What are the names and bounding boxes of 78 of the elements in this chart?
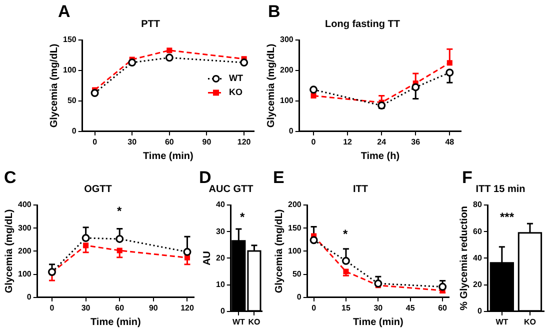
y-tick-label: 300	[280, 35, 294, 44]
x-tick-label: 90	[202, 137, 212, 146]
y-tick-label: 40	[472, 253, 482, 262]
y-tick-label: 100	[288, 246, 302, 256]
y-tick-label: 0	[26, 292, 32, 302]
x-tick-label: 60	[438, 303, 448, 312]
y-tick-label: 0	[72, 126, 77, 136]
chart-title: PTT	[141, 18, 160, 30]
x-tick-label: 0	[92, 137, 98, 146]
legend-label: KO	[229, 87, 242, 98]
chart-title: OGTT	[84, 184, 112, 195]
y-axis-title: Glycemia (mg/dL)	[274, 209, 285, 294]
x-tick-label: 30	[81, 303, 91, 312]
y-tick-label: 200	[288, 200, 302, 210]
y-axis-title: % Glycemia reduction	[458, 206, 470, 310]
y-tick-label: 150	[288, 223, 302, 232]
y-tick-label: 400	[18, 200, 32, 210]
y-tick-label: 60	[472, 226, 482, 236]
x-tick-label: 120	[237, 137, 252, 146]
y-axis-title: AU	[202, 250, 213, 266]
annotation: ***	[500, 210, 514, 224]
annotation: *	[117, 204, 122, 218]
y-tick-label: 50	[67, 96, 77, 106]
x-tick-label: KO	[524, 317, 536, 326]
x-tick-label: 0	[311, 137, 316, 146]
x-tick-label: 60	[164, 137, 174, 146]
text: A	[58, 2, 70, 22]
text: C	[4, 168, 16, 188]
x-tick-label: KO	[248, 317, 260, 326]
x-tick-label: 36	[411, 137, 421, 146]
x-tick-label: 0	[50, 303, 55, 312]
x-tick-label: 90	[148, 303, 158, 312]
text: B	[268, 2, 280, 22]
y-axis-title: Glycemia (mg/dL)	[48, 44, 60, 128]
y-tick-label: 30	[216, 226, 226, 236]
chart-title: ITT 15 min	[476, 184, 526, 195]
y-tick-label: 200	[18, 246, 32, 256]
x-tick-label: 45	[406, 303, 416, 312]
x-axis-title: Time (h)	[360, 150, 400, 162]
x-tick-label: WT	[232, 317, 246, 326]
y-tick-label: 20	[216, 253, 226, 262]
text: F	[462, 168, 472, 188]
y-tick-label: 300	[18, 223, 32, 232]
x-tick-label: 30	[128, 137, 138, 146]
x-axis-title: Time (min)	[90, 316, 141, 328]
annotation: *	[343, 227, 348, 241]
chart-title: Long fasting TT	[325, 18, 400, 30]
y-axis-title: Glycemia (mg/dL)	[4, 209, 15, 294]
x-tick-label: 120	[180, 303, 194, 312]
x-tick-label: 15	[342, 303, 351, 312]
x-tick-label: 30	[374, 303, 384, 312]
x-axis-title: Time (min)	[352, 316, 404, 328]
chart-title: ITT	[353, 184, 368, 195]
text: D	[199, 168, 212, 187]
x-tick-label: 0	[312, 303, 317, 312]
text: E	[273, 168, 284, 188]
y-tick-label: 100	[280, 96, 294, 106]
y-axis-title: Glycemia (mg/dL)	[266, 44, 277, 128]
y-tick-label: 100	[18, 270, 32, 279]
x-tick-label: 24	[377, 137, 387, 146]
x-tick-label: WT	[496, 317, 508, 326]
x-tick-label: 48	[445, 137, 455, 146]
legend-label: WT	[229, 73, 244, 84]
y-tick-label: 0	[296, 292, 302, 302]
y-tick-label: 0	[288, 126, 294, 136]
y-tick-label: 150	[62, 35, 77, 44]
x-tick-label: 12	[343, 137, 353, 146]
y-tick-label: 40	[216, 200, 226, 210]
x-tick-label: 60	[115, 303, 125, 312]
y-tick-label: 100	[62, 66, 77, 75]
annotation: *	[240, 210, 245, 224]
x-axis-title: Time (min)	[142, 150, 194, 162]
y-tick-label: 200	[280, 66, 294, 75]
y-tick-label: 80	[472, 200, 482, 210]
chart-title: AUC GTT	[208, 184, 254, 195]
y-tick-label: 10	[216, 280, 226, 290]
y-tick-label: 20	[472, 280, 482, 290]
y-tick-label: 50	[292, 270, 302, 279]
